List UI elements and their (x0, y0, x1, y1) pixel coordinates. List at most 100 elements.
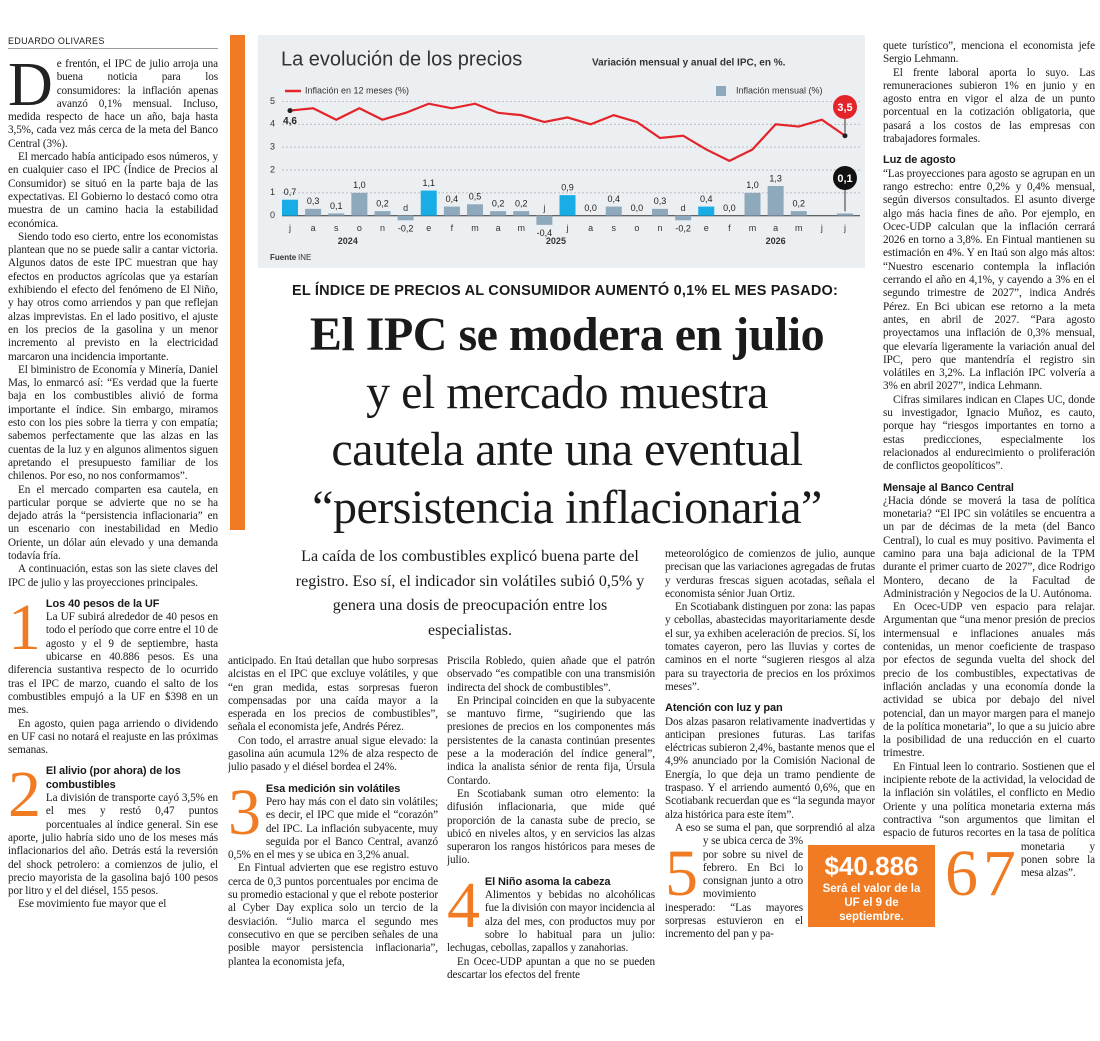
bar (744, 192, 761, 216)
section: 3 Esa medición sin volátiles Pero hay más … (228, 775, 438, 863)
column: meteorológico de comienzos de julio, aun… (665, 548, 875, 1030)
text: e frentón, el IPC de julio arroja una bu… (8, 58, 218, 150)
paragraph: En agosto, quien paga arriendo o dividen… (8, 718, 218, 758)
section-title: Esa medición sin volátiles (265, 782, 401, 795)
point (287, 108, 293, 114)
section-title: Atención con luz y pan (665, 702, 783, 715)
bar (305, 208, 322, 216)
paragraph: En Ocec-UDP ven espacio para relajar. Ar… (883, 601, 1095, 761)
value-label: 0,2 (792, 199, 805, 209)
section: 1 Los 40 pesos de la UF La UF subirá alred… (8, 594, 218, 718)
section-title: El alivio (por ahora) de los combustible… (45, 765, 181, 791)
byline: EDUARDO OLIVARES (8, 36, 218, 49)
section-number: 3 (228, 775, 261, 849)
paragraph: Ese movimiento fue mayor que el (8, 898, 218, 911)
text: En Principal coinciden en que la subyace… (447, 694, 655, 787)
x-tick-label: j (843, 223, 846, 233)
bar (698, 206, 715, 216)
value-label: 0,0 (723, 203, 736, 213)
column: Priscila Robledo, quien añade que el pat… (447, 655, 655, 1030)
x-tick-label: e (704, 223, 709, 233)
headline-line: “persistencia inflacionaria” (312, 480, 822, 534)
drop-cap: D (8, 58, 53, 119)
value-label: 0,3 (654, 196, 667, 206)
year-label: 2025 (546, 236, 566, 246)
x-tick-label: m (749, 223, 757, 233)
headline-line: El IPC se modera en julio (309, 308, 825, 361)
annotation-badge (833, 95, 857, 119)
source: INE (298, 253, 311, 262)
text: Pero hay más con el dato sin volátiles; … (228, 795, 438, 862)
paragraph: Priscila Robledo, quien añade que el pat… (447, 655, 655, 695)
paragraph: En Fintual advierten que ese registro es… (228, 862, 438, 968)
paragraph: En Scotiabank distinguen por zona: las p… (665, 601, 875, 694)
kicker: EL ÍNDICE DE PRECIOS AL CONSUMIDOR AUMEN… (291, 283, 838, 299)
text: El biministro de Economía y Minería, Dan… (8, 363, 218, 483)
text: En agosto, quien paga arriendo o dividen… (8, 717, 218, 757)
section-number: 4 (447, 868, 480, 942)
source-label: Fuente (270, 253, 297, 262)
section-title: El Niño asoma la cabeza (484, 875, 611, 888)
section: 2 El alivio (por ahora) de los combustibl… (8, 758, 218, 898)
section: 7 Mensaje al Banco Central ¿Hacia dónde se… (883, 481, 1095, 907)
x-tick-label: j (820, 223, 823, 233)
x-tick-label: a (496, 223, 501, 233)
x-tick-label: o (634, 223, 639, 233)
y-tick-label: 1 (270, 187, 275, 197)
value-label: 3,5 (837, 102, 852, 114)
value-label: 0,7 (284, 187, 297, 197)
text: Dos alzas pasaron relativamente inadvert… (665, 715, 875, 821)
x-tick-label: e (426, 223, 431, 233)
bar (767, 186, 784, 216)
x-tick-label: a (588, 223, 593, 233)
value-label: 4,6 (283, 116, 297, 127)
paragraph: meteorológico de comienzos de julio, aun… (665, 548, 875, 601)
bar (513, 211, 530, 216)
x-tick-label: j (288, 223, 291, 233)
bar (605, 206, 622, 216)
value-label: -0,2 (675, 224, 691, 234)
headline-line: cautela ante una eventual (331, 423, 803, 476)
headline-line: y el mercado muestra (366, 365, 768, 419)
paragraph: Siendo todo eso cierto, entre los econom… (8, 231, 218, 364)
bar (443, 206, 460, 216)
text: En Ocec-UDP apuntan a que no se pueden d… (447, 955, 655, 981)
headline: El IPC se modera en julio y el mercado mu… (262, 306, 872, 536)
x-tick-label: m (518, 223, 526, 233)
legend-label: Inflación mensual (%) (736, 85, 823, 95)
text: A eso se suma el pan, que sorprendió al … (665, 821, 875, 941)
paragraph: El frente laboral aporta lo suyo. Las re… (883, 67, 1095, 147)
x-tick-label: m (471, 223, 479, 233)
text: Con todo, el arrastre anual sigue elevad… (228, 734, 438, 774)
value-label: 1,3 (769, 173, 782, 183)
value-label: 1,0 (746, 180, 759, 190)
x-tick-label: f (451, 223, 454, 233)
text: La división de transporte cayó 3,5% en e… (8, 792, 218, 898)
text: Siendo todo eso cierto, entre los econom… (8, 230, 218, 363)
annotation-badge (833, 166, 857, 190)
x-tick-label: d (681, 203, 686, 213)
text: quete turístico”, menciona el economista… (883, 40, 1095, 66)
x-tick-label: s (334, 223, 339, 233)
paragraph: A eso se suma el pan, que sorprendió al … (665, 822, 875, 942)
y-tick-label: 0 (270, 210, 275, 220)
column: quete turístico”, menciona el economista… (883, 40, 1095, 1030)
section-title: Mensaje al Banco Central (883, 481, 1014, 494)
section-number: 6 (945, 837, 978, 910)
text: Ese movimiento fue mayor que el (18, 898, 167, 911)
value-label: 1,1 (422, 178, 435, 188)
text: Cifras similares indican en Clapes UC, d… (883, 393, 1095, 473)
section-number: 2 (8, 758, 41, 832)
x-tick-label: j (542, 203, 545, 213)
section-number: 5 (665, 837, 698, 910)
y-tick-label: 2 (270, 164, 275, 174)
value-label: 0,4 (700, 194, 713, 204)
chart-title: La evolución de los precios (281, 48, 522, 70)
point (842, 133, 848, 139)
bar (467, 204, 483, 216)
value-label: -0,4 (537, 228, 553, 238)
x-tick-label: n (380, 223, 385, 233)
